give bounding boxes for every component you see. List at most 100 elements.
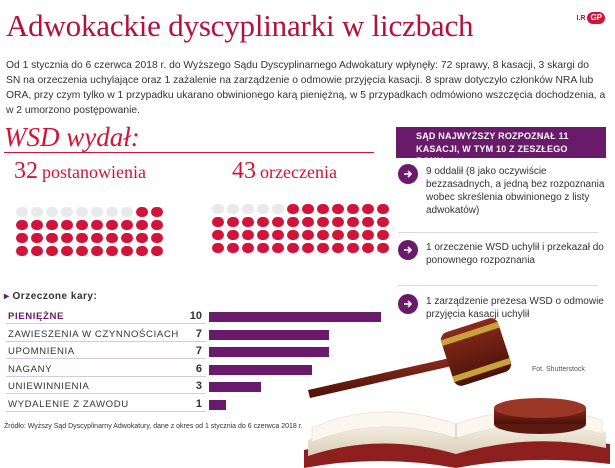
gavel-and-book-image — [304, 318, 610, 468]
kary-row-value: 7 — [195, 345, 202, 358]
count-dot — [31, 233, 43, 243]
count-dot — [347, 204, 359, 214]
placeholder-dot — [272, 204, 284, 214]
count-dot — [332, 217, 344, 227]
count-dot — [287, 243, 299, 253]
count-dot — [106, 220, 118, 230]
count-dot — [46, 246, 58, 256]
kary-row-value: 3 — [195, 380, 202, 393]
count-dot — [332, 204, 344, 214]
count-dot — [332, 230, 344, 240]
placeholder-dot — [46, 207, 58, 217]
count-dot — [302, 204, 314, 214]
count-dot — [61, 220, 73, 230]
count-dot — [106, 246, 118, 256]
count-dot — [227, 243, 239, 253]
count-dot — [121, 246, 133, 256]
count-dot — [227, 217, 239, 227]
sn-item-text: 1 zarządzenie prezesa WSD o odmowie przy… — [426, 296, 604, 320]
row-divider — [6, 393, 206, 395]
count-dot — [91, 233, 103, 243]
orzeczenia-dot-grid — [212, 204, 389, 253]
count-dot — [46, 233, 58, 243]
count-dot — [76, 246, 88, 256]
count-dot — [362, 217, 374, 227]
count-dot — [362, 230, 374, 240]
count-dot — [106, 233, 118, 243]
placeholder-dot — [242, 204, 254, 214]
kary-row-label: WYDALENIE Z ZAWODU — [8, 399, 129, 410]
count-dot — [91, 220, 103, 230]
placeholder-dot — [257, 204, 269, 214]
count-dot — [91, 246, 103, 256]
row-divider — [6, 340, 206, 342]
page-title: Adwokackie dyscyplinarki w liczbach — [6, 8, 474, 43]
brand-mark: I.R GP — [576, 12, 605, 24]
arrow-right-icon — [398, 164, 418, 184]
kary-bar — [209, 312, 381, 322]
count-dot — [332, 243, 344, 253]
sn-heading-box: SĄD NAJWYŻSZY ROZPOZNAŁ 11 KASACJI, W TY… — [396, 127, 606, 166]
postanowienia-label: postanowienia — [42, 162, 146, 182]
placeholder-dot — [61, 207, 73, 217]
count-dot — [377, 230, 389, 240]
count-dot — [136, 207, 148, 217]
count-dot — [377, 204, 389, 214]
orzeczenia-label: orzeczenia — [260, 162, 337, 182]
photo-credit: Fot. Shutterstock — [532, 366, 585, 373]
kary-bar — [209, 347, 329, 358]
row-divider — [6, 323, 206, 324]
count-dot — [272, 230, 284, 240]
count-dot — [377, 217, 389, 227]
postanowienia-dot-grid — [16, 207, 163, 256]
count-dot — [61, 246, 73, 256]
count-dot — [347, 243, 359, 253]
wsd-divider — [4, 152, 374, 153]
divider — [398, 232, 598, 233]
placeholder-dot — [212, 204, 224, 214]
count-dot — [227, 230, 239, 240]
kary-row-value: 1 — [195, 398, 202, 410]
wsd-heading: WSD wydał: — [4, 122, 140, 152]
count-dot — [257, 217, 269, 227]
arrow-right-icon: ▸ — [4, 291, 10, 302]
count-dot — [242, 217, 254, 227]
count-dot — [287, 204, 299, 214]
source-note: Źródło: Wyższy Sąd Dyscyplinarny Adwokat… — [4, 423, 303, 430]
count-dot — [121, 233, 133, 243]
brand-prefix: I.R — [576, 14, 586, 22]
count-dot — [272, 217, 284, 227]
arrow-right-icon — [398, 294, 418, 314]
count-dot — [16, 233, 28, 243]
row-divider — [6, 358, 206, 360]
intro-text: Od 1 stycznia do 6 czerwca 2018 r. do Wy… — [6, 60, 606, 116]
placeholder-dot — [121, 207, 133, 217]
count-dot — [347, 230, 359, 240]
count-dot — [136, 246, 148, 256]
count-dot — [136, 220, 148, 230]
count-dot — [347, 217, 359, 227]
sn-item: 1 orzeczenie WSD uchylił i przekazał do … — [398, 240, 606, 267]
brand-logo: GP — [587, 12, 605, 24]
sn-heading: SĄD NAJWYŻSZY ROZPOZNAŁ 11 KASACJI, W TY… — [416, 131, 569, 166]
placeholder-dot — [16, 207, 28, 217]
count-dot — [151, 207, 163, 217]
kary-row-label: UPOMNIENIA — [8, 346, 75, 358]
count-dot — [242, 243, 254, 253]
count-dot — [272, 243, 284, 253]
count-dot — [317, 243, 329, 253]
kary-row-value: 10 — [189, 310, 202, 322]
count-dot — [61, 233, 73, 243]
count-dot — [257, 243, 269, 253]
count-dot — [151, 220, 163, 230]
placeholder-dot — [227, 204, 239, 214]
kary-row-label: NAGANY — [8, 363, 53, 375]
postanowienia-stat: 32 postanowienia — [14, 158, 146, 185]
count-dot — [151, 246, 163, 256]
count-dot — [317, 217, 329, 227]
count-dot — [46, 220, 58, 230]
count-dot — [212, 230, 224, 240]
kary-row-value: 6 — [195, 362, 202, 375]
count-dot — [31, 220, 43, 230]
kary-row-label: UNIEWINNIENIA — [8, 381, 90, 393]
